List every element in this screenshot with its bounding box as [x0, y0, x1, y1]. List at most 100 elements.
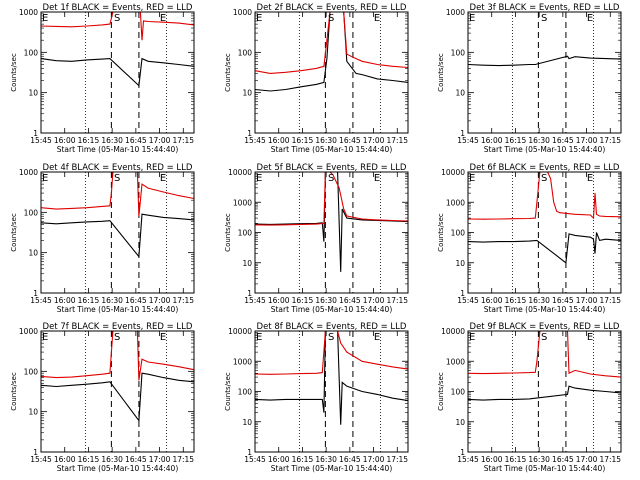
- panel-title: Det 3f BLACK = Events, RED = LLD: [470, 3, 620, 13]
- event-marker-label: E: [42, 13, 48, 24]
- plot-frame: [40, 11, 195, 134]
- panel-det-4: Det 4f BLACK = Events, RED = LLD 1 10 100 10…: [10, 163, 195, 314]
- x-tick-label: 16:15: [78, 455, 100, 464]
- x-tick-label: 16:30: [528, 136, 550, 145]
- x-tick-label: 16:45: [552, 455, 574, 464]
- event-marker-label: S: [328, 173, 334, 184]
- y-tick-label: 1: [247, 289, 252, 298]
- event-marker-label: E: [469, 173, 475, 184]
- x-tick-label: 17:15: [386, 296, 408, 305]
- y-tick-label: 1000: [19, 8, 38, 17]
- y-tick-label: 1: [460, 448, 465, 457]
- event-marker-label: E: [374, 13, 380, 24]
- y-tick-label: 100: [24, 208, 39, 217]
- x-tick-label: 16:00: [268, 136, 290, 145]
- y-tick-label: 10: [242, 418, 252, 427]
- y-tick-label: 10: [455, 259, 465, 268]
- event-marker-label: E: [374, 332, 380, 343]
- y-tick-label: 10000: [228, 168, 252, 177]
- x-tick-label: 16:45: [339, 455, 361, 464]
- panel-title: Det 8f BLACK = Events, RED = LLD: [257, 322, 407, 332]
- x-tick-label: 16:00: [481, 296, 503, 305]
- panel-det-2: Det 2f BLACK = Events, RED = LLD 1 10 100 10…: [224, 3, 409, 154]
- x-tick-label: 16:30: [101, 455, 123, 464]
- series-events-line: [40, 213, 195, 259]
- y-tick-label: 1000: [19, 327, 38, 336]
- x-tick-label: 17:00: [363, 296, 385, 305]
- x-tick-label: 15:45: [457, 136, 479, 145]
- y-axis-label: Counts/sec: [437, 372, 445, 411]
- y-tick-label: 100: [238, 229, 253, 238]
- x-tick-label: 16:15: [292, 136, 314, 145]
- x-tick-label: 16:30: [315, 455, 337, 464]
- x-axis-label: Start Time (05-Mar-10 15:44:40): [57, 145, 179, 154]
- x-tick-label: 15:45: [30, 455, 52, 464]
- x-tick-label: 17:00: [576, 136, 598, 145]
- y-tick-label: 1: [247, 448, 252, 457]
- panel-title: Det 1f BLACK = Events, RED = LLD: [43, 3, 193, 13]
- x-tick-label: 17:15: [172, 136, 194, 145]
- panel-title: Det 6f BLACK = Events, RED = LLD: [470, 163, 620, 173]
- panel-title: Det 4f BLACK = Events, RED = LLD: [43, 163, 193, 173]
- x-tick-label: 16:00: [54, 136, 76, 145]
- plot-frame: [40, 171, 195, 294]
- x-tick-label: 16:15: [78, 296, 100, 305]
- event-marker-label: S: [114, 173, 120, 184]
- x-tick-label: 17:00: [149, 136, 171, 145]
- x-tick-label: 15:45: [30, 136, 52, 145]
- x-axis-label: Start Time (05-Mar-10 15:44:40): [271, 305, 393, 314]
- y-tick-label: 1: [33, 289, 38, 298]
- y-axis-label: Counts/sec: [437, 213, 445, 252]
- y-axis-label: Counts/sec: [10, 53, 18, 92]
- y-tick-label: 10: [242, 89, 252, 98]
- x-tick-label: 16:00: [268, 455, 290, 464]
- x-tick-label: 17:15: [386, 136, 408, 145]
- x-tick-label: 16:00: [54, 455, 76, 464]
- x-tick-label: 16:30: [101, 296, 123, 305]
- panel-title: Det 2f BLACK = Events, RED = LLD: [257, 3, 407, 13]
- x-tick-label: 17:15: [172, 296, 194, 305]
- y-tick-label: 100: [238, 388, 253, 397]
- y-tick-label: 10: [28, 249, 38, 258]
- x-tick-label: 17:00: [149, 296, 171, 305]
- y-tick-label: 1: [33, 129, 38, 138]
- y-tick-label: 100: [451, 388, 466, 397]
- y-axis-label: Counts/sec: [10, 372, 18, 411]
- x-tick-label: 16:00: [268, 296, 290, 305]
- event-marker-label: E: [469, 332, 475, 343]
- x-tick-label: 17:00: [363, 455, 385, 464]
- event-marker-label: E: [160, 13, 166, 24]
- event-marker-label: S: [114, 332, 120, 343]
- x-tick-label: 16:45: [339, 136, 361, 145]
- x-tick-label: 16:45: [552, 136, 574, 145]
- y-tick-label: 1000: [446, 8, 465, 17]
- x-tick-label: 16:15: [505, 455, 527, 464]
- series-events-line: [40, 57, 195, 87]
- x-tick-label: 17:15: [172, 455, 194, 464]
- y-tick-label: 1000: [446, 198, 465, 207]
- y-tick-label: 1: [460, 129, 465, 138]
- y-tick-label: 100: [24, 48, 39, 57]
- event-marker-label: E: [256, 13, 262, 24]
- x-tick-label: 16:45: [125, 296, 147, 305]
- x-tick-label: 16:15: [78, 136, 100, 145]
- x-tick-label: 16:15: [292, 455, 314, 464]
- x-axis-label: Start Time (05-Mar-10 15:44:40): [271, 464, 393, 473]
- event-marker-label: S: [541, 173, 547, 184]
- x-tick-label: 16:30: [315, 136, 337, 145]
- x-axis-label: Start Time (05-Mar-10 15:44:40): [57, 305, 179, 314]
- y-tick-label: 10000: [441, 327, 465, 336]
- plot-frame: [254, 11, 409, 134]
- y-tick-label: 1000: [233, 198, 252, 207]
- x-axis-label: Start Time (05-Mar-10 15:44:40): [484, 145, 606, 154]
- y-tick-label: 10: [28, 89, 38, 98]
- panel-det-1: Det 1f BLACK = Events, RED = LLD 1 10 100 10…: [10, 3, 195, 154]
- x-tick-label: 16:30: [528, 296, 550, 305]
- plot-frame: [254, 330, 409, 453]
- panel-title: Det 9f BLACK = Events, RED = LLD: [470, 322, 620, 332]
- panel-det-6: Det 6f BLACK = Events, RED = LLD 1 10 100 10…: [437, 163, 622, 314]
- y-tick-label: 1: [247, 129, 252, 138]
- y-tick-label: 100: [451, 48, 466, 57]
- x-tick-label: 16:00: [54, 296, 76, 305]
